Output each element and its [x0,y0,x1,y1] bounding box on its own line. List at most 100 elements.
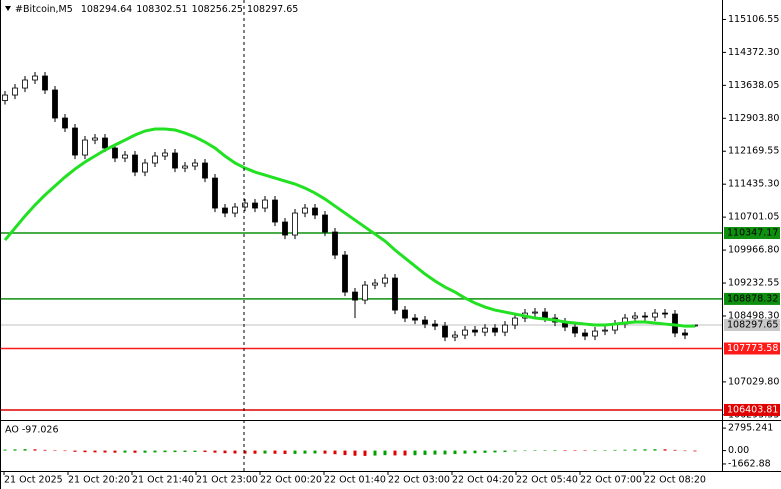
level-label: 106403.81 [727,404,778,415]
indicator-label: AO -97.026 [5,425,59,436]
x-tick-label: 21 Oct 21:40 [132,475,194,486]
x-tick-label: 22 Oct 00:20 [260,475,322,486]
candle-body [112,147,118,159]
indicator-bar [123,450,127,453]
candle-body [442,325,448,338]
indicator-bar [463,450,467,454]
candle-body [12,87,18,96]
candle-body [172,152,178,169]
header-open: 108294.64 [81,4,132,15]
candle-body [452,334,458,338]
indicator-bar [593,450,597,451]
candle-body [582,332,588,337]
indicator-bar [253,450,257,454]
candle-body [462,329,468,336]
indicator-bar [363,450,367,456]
candle-body [52,89,58,119]
candle-body [542,311,548,319]
y-tick-label: 112169.55 [728,146,779,157]
candle-body [482,327,488,333]
indicator-bar [103,450,107,453]
indicator-bar [533,450,537,451]
last-price-box [724,318,780,331]
indicator-bar [373,450,377,456]
indicator-bar [3,449,7,451]
indicator-tick-label: 0.00 [728,445,749,456]
indicator-bar [673,449,677,451]
candle-body [142,162,148,173]
candle-body [62,117,68,129]
indicator-bar [113,450,117,453]
indicator-bar [433,450,437,455]
indicator-bar [153,450,157,453]
candle-body [592,330,598,337]
indicator-bar [213,450,217,453]
candle-body [32,75,38,81]
indicator-bar [473,450,477,454]
symbol: #Bitcoin,M5 [15,4,73,15]
candle-body [252,202,258,209]
candle-body [342,254,348,293]
indicator-bar [553,450,557,451]
candle-body [22,79,28,89]
indicator-bar [293,450,297,454]
indicator-bar [603,450,607,451]
indicator-bar [423,450,427,455]
indicator-bar [623,449,627,451]
candle-body [2,94,8,101]
y-tick-label: 112903.80 [728,113,779,124]
indicator-bar [303,450,307,454]
candle-body [352,291,358,301]
indicator-bar [73,450,77,452]
level-label-box [724,342,780,355]
level-label-box [724,292,780,305]
indicator-bar [513,450,517,452]
indicator-bar [413,450,417,456]
candle-body [322,214,328,233]
candle-body [192,162,198,167]
indicator-bar [573,450,577,451]
level-label-box [724,403,780,416]
indicator-bar [543,450,547,451]
y-tick-label: 115106.55 [728,14,779,25]
candle-body [392,277,398,311]
indicator-bar [493,450,497,453]
candle-body [152,155,158,164]
x-tick-label: 21 Oct 23:00 [196,475,258,486]
y-tick-label: 110701.05 [728,212,779,223]
indicator-bar [283,450,287,454]
indicator-bar [563,450,567,451]
indicator-bar [143,450,147,453]
header-icon [5,6,11,11]
indicator-bar [643,449,647,451]
indicator-bar [383,450,387,456]
indicator-bar [323,450,327,454]
candle-body [302,207,308,214]
x-tick-label: 21 Oct 2025 [4,475,63,486]
y-tick-label: 109232.55 [728,278,779,289]
indicator-bar [353,450,357,456]
candle-body [162,152,168,157]
y-tick-label: 111435.30 [728,179,779,190]
candle-body [492,327,498,333]
indicator-tick-label: -1662.88 [728,458,771,469]
indicator-bar [23,449,27,451]
indicator-tick-label: 2795.241 [728,423,773,434]
candle-body [412,317,418,321]
header-high: 108302.51 [136,4,187,15]
indicator-bar [273,450,277,454]
candle-body [512,317,518,326]
indicator-bar [393,450,397,456]
candle-body [432,323,438,327]
indicator-bar [193,450,197,452]
level-label: 110347.17 [727,228,778,239]
candle-body [402,309,408,319]
header: #Bitcoin,M5 108294.64 108302.51 108256.25 10… [15,4,298,15]
indicator-bar [223,450,227,454]
candle-body [122,154,128,159]
x-tick-label: 22 Oct 04:20 [452,475,514,486]
layer: 106295.55107029.80108498.30109232.551099… [0,14,780,486]
x-tick-label: 22 Oct 07:00 [580,475,642,486]
indicator-bar [483,450,487,453]
